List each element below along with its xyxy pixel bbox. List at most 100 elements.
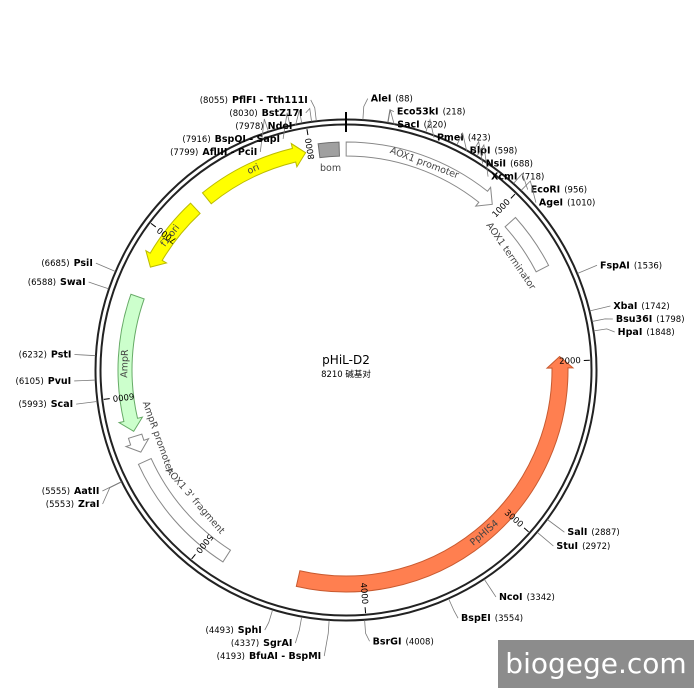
site-position: (7978) (235, 122, 263, 132)
site-position: (220) (424, 121, 447, 131)
site-position: (423) (468, 134, 491, 144)
tick-mark (191, 554, 196, 560)
tick-mark (510, 193, 516, 199)
site-leader-pflfi-tth111i (310, 99, 317, 121)
backbone (94, 112, 598, 622)
site-name: AleI (371, 94, 392, 105)
site-leader-afliii-pcii (259, 118, 269, 152)
feature-label-aox1-promoter: AOX1 promoter (388, 145, 460, 181)
site-leader-zrai (102, 481, 122, 505)
site-sali: SalI (2887) (567, 522, 619, 539)
site-name: PstI (51, 350, 72, 361)
site-leader-ecori (513, 172, 529, 190)
site-position: (6105) (16, 377, 44, 387)
site-leader-fspai (577, 264, 598, 274)
site-xcmi: XcmI (718) (491, 167, 544, 184)
site-position: (1848) (646, 328, 674, 338)
site-name: SalI (567, 527, 587, 538)
site-agei: AgeI (1010) (539, 193, 595, 210)
site-position: (6232) (19, 351, 47, 361)
site-position: (1010) (567, 199, 595, 209)
site-name: NsiI (486, 159, 506, 170)
site-leader-psti (74, 354, 96, 357)
plasmid-name: pHiL-D2 (322, 353, 370, 367)
tick-mark (523, 527, 529, 533)
site-fspai: FspAI (1536) (600, 255, 662, 272)
site-ecori: EcoRI (956) (531, 180, 587, 197)
feature-label-ampr: AmpR (119, 349, 131, 378)
tick-label: 1000 (491, 197, 513, 220)
watermark: biogege.com (498, 640, 694, 688)
site-name: XbaI (613, 301, 637, 312)
site-name: SwaI (60, 277, 86, 288)
site-bspei: BspEI (3554) (461, 608, 523, 625)
site-name: BsrGI (373, 636, 402, 647)
site-leader-blpi (456, 131, 468, 151)
site-name: SphI (238, 625, 262, 636)
site-stui: StuI (2972) (556, 536, 610, 553)
site-position: (3554) (495, 614, 523, 624)
site-leader-nsii (471, 140, 484, 164)
feature-ori (201, 142, 307, 205)
tick-label: 2000 (559, 356, 581, 367)
tick-label: 6000 (112, 390, 135, 403)
site-name: NdeI (268, 121, 293, 132)
site-leader-ncoi (484, 579, 497, 598)
site-leader-sali (547, 519, 565, 533)
site-leader-bsrgi (364, 620, 370, 642)
site-position: (88) (395, 95, 412, 105)
tick-label: 4000 (358, 582, 370, 604)
tick-mark (103, 398, 110, 400)
site-name: AatII (74, 486, 99, 497)
site-name: XcmI (491, 172, 517, 183)
site-name: ScaI (51, 399, 73, 410)
site-ndei: (7978) NdeI (235, 116, 292, 133)
site-eco53ki: Eco53kI (218) (397, 102, 466, 119)
feature-label-ori: ori (245, 162, 261, 177)
site-pmei: PmeI (423) (437, 128, 491, 145)
site-name: SacI (397, 120, 419, 131)
site-name: AflIII - PciI (202, 147, 257, 158)
feature-aox1-terminator (504, 216, 550, 273)
site-position: (5553) (46, 500, 74, 510)
tick-mark (150, 222, 157, 228)
site-aatii: (5555) AatII (42, 481, 100, 498)
site-name: BspEI (461, 613, 491, 624)
site-position: (1536) (634, 261, 662, 271)
site-name: StuI (556, 541, 578, 552)
feature-label-bom: bom (320, 163, 341, 174)
site-bspqi-sapi: (7916) BspQI - SapI (182, 129, 280, 146)
site-leader-saci (387, 109, 395, 125)
site-position: (7916) (182, 135, 210, 145)
site-psti: (6232) PstI (19, 345, 72, 362)
feature-aox1-3-fragment (137, 457, 232, 563)
site-leader-xbai (589, 305, 611, 312)
site-leader-bspqi-sapi (282, 112, 291, 139)
site-leader-agei (520, 180, 537, 203)
site-position: (6588) (28, 278, 56, 288)
feature-pphis4 (295, 355, 575, 593)
site-psii: (6685) PsiI (41, 253, 93, 270)
site-position: (598) (494, 147, 517, 157)
site-alei: AleI (88) (371, 89, 413, 106)
site-position: (5993) (18, 400, 46, 410)
site-position: (4337) (231, 639, 259, 649)
site-bsrgi: BsrGI (4008) (373, 631, 434, 648)
site-leader-bspei (448, 598, 459, 619)
site-position: (1798) (656, 315, 684, 325)
feature-aox1-promoter (345, 141, 493, 207)
site-name: Bsu36I (616, 314, 652, 325)
site-position: (8055) (200, 96, 228, 106)
site-zrai: (5553) ZraI (46, 494, 100, 511)
site-name: BspQI - SapI (215, 134, 280, 145)
site-name: ZraI (78, 499, 100, 510)
site-leader-xcmi (476, 143, 489, 177)
site-saci: SacI (220) (397, 115, 446, 132)
site-leader-pmei (425, 118, 435, 138)
site-nsii: NsiI (688) (486, 154, 533, 171)
site-leader-bsu36i (592, 318, 613, 322)
site-scai: (5993) ScaI (18, 394, 73, 411)
site-position: (2972) (582, 542, 610, 552)
plasmid-length: 8210 碱基对 (321, 369, 371, 380)
site-name: PvuI (48, 376, 71, 387)
